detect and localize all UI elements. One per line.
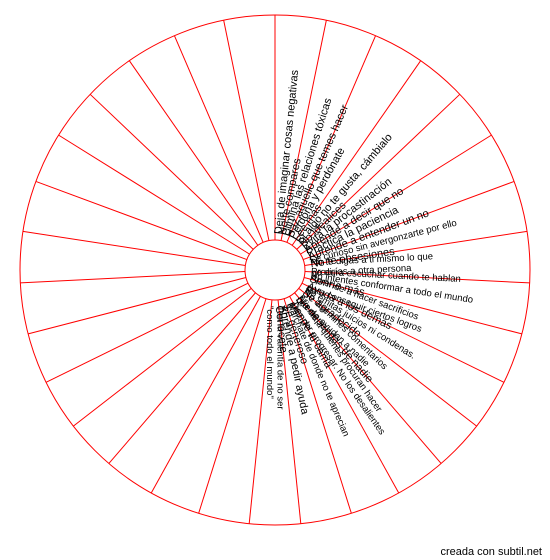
radial-wheel-chart: Deja de imaginar cosas negativasElimina …	[0, 0, 550, 540]
wheel-svg: Deja de imaginar cosas negativasElimina …	[0, 0, 550, 540]
footer-credit: creada con subtil.net	[440, 546, 542, 558]
segment-label: "como todo el mundo"	[264, 306, 275, 399]
